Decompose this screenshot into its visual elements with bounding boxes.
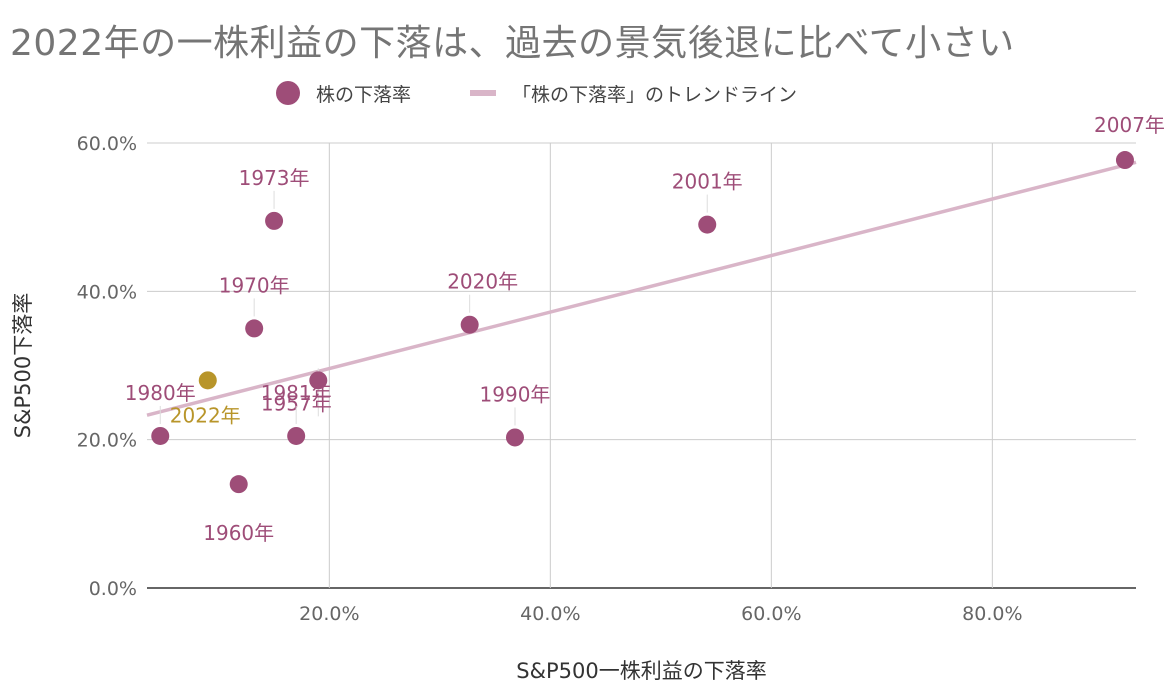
data-point: [245, 319, 264, 338]
legend: 株の下落率 「株の下落率」のトレンドライン: [0, 76, 1166, 110]
legend-item-points: 株の下落率: [276, 76, 411, 110]
y-tick-label: 0.0%: [89, 578, 137, 600]
y-tick-label: 60.0%: [77, 133, 137, 155]
y-axis-title: S&P500下落率: [11, 293, 35, 438]
data-label: 2001年: [672, 170, 743, 194]
y-tick-label: 20.0%: [77, 430, 137, 452]
data-point: [1115, 151, 1134, 170]
data-point: [505, 428, 524, 447]
data-point: [265, 211, 284, 230]
data-point: [229, 475, 248, 494]
data-point: [287, 426, 306, 445]
legend-trendline-marker: [470, 90, 496, 96]
data-label: 1981年: [261, 381, 332, 405]
data-label: 2020年: [447, 270, 518, 294]
data-label: 1980年: [125, 381, 196, 405]
data-label: 1990年: [480, 382, 551, 406]
data-label: 2022年: [170, 403, 241, 427]
data-point: [460, 315, 479, 334]
x-tick-label: 80.0%: [962, 603, 1022, 625]
data-point: [151, 426, 170, 445]
legend-points-label: 株の下落率: [316, 83, 412, 106]
legend-item-trendline: 「株の下落率」のトレンドライン: [470, 76, 797, 110]
x-axis-title: S&P500一株利益の下落率: [516, 659, 766, 683]
data-label: 2007年: [1094, 113, 1165, 137]
legend-trendline-label: 「株の下落率」のトレンドライン: [512, 83, 798, 106]
data-label: 1970年: [219, 273, 290, 297]
data-label: 1960年: [203, 521, 274, 545]
data-label: 1973年: [239, 166, 310, 190]
chart-title: 2022年の一株利益の下落は、過去の景気後退に比べて小さい: [10, 23, 1015, 64]
data-point: [198, 371, 217, 390]
trendline: [146, 160, 1137, 417]
data-point: [309, 371, 328, 390]
x-tick-label: 40.0%: [520, 603, 580, 625]
x-tick-label: 60.0%: [741, 603, 801, 625]
legend-points-marker: [276, 81, 300, 105]
y-tick-label: 40.0%: [77, 281, 137, 303]
x-tick-label: 20.0%: [299, 603, 359, 625]
data-point: [698, 215, 717, 234]
